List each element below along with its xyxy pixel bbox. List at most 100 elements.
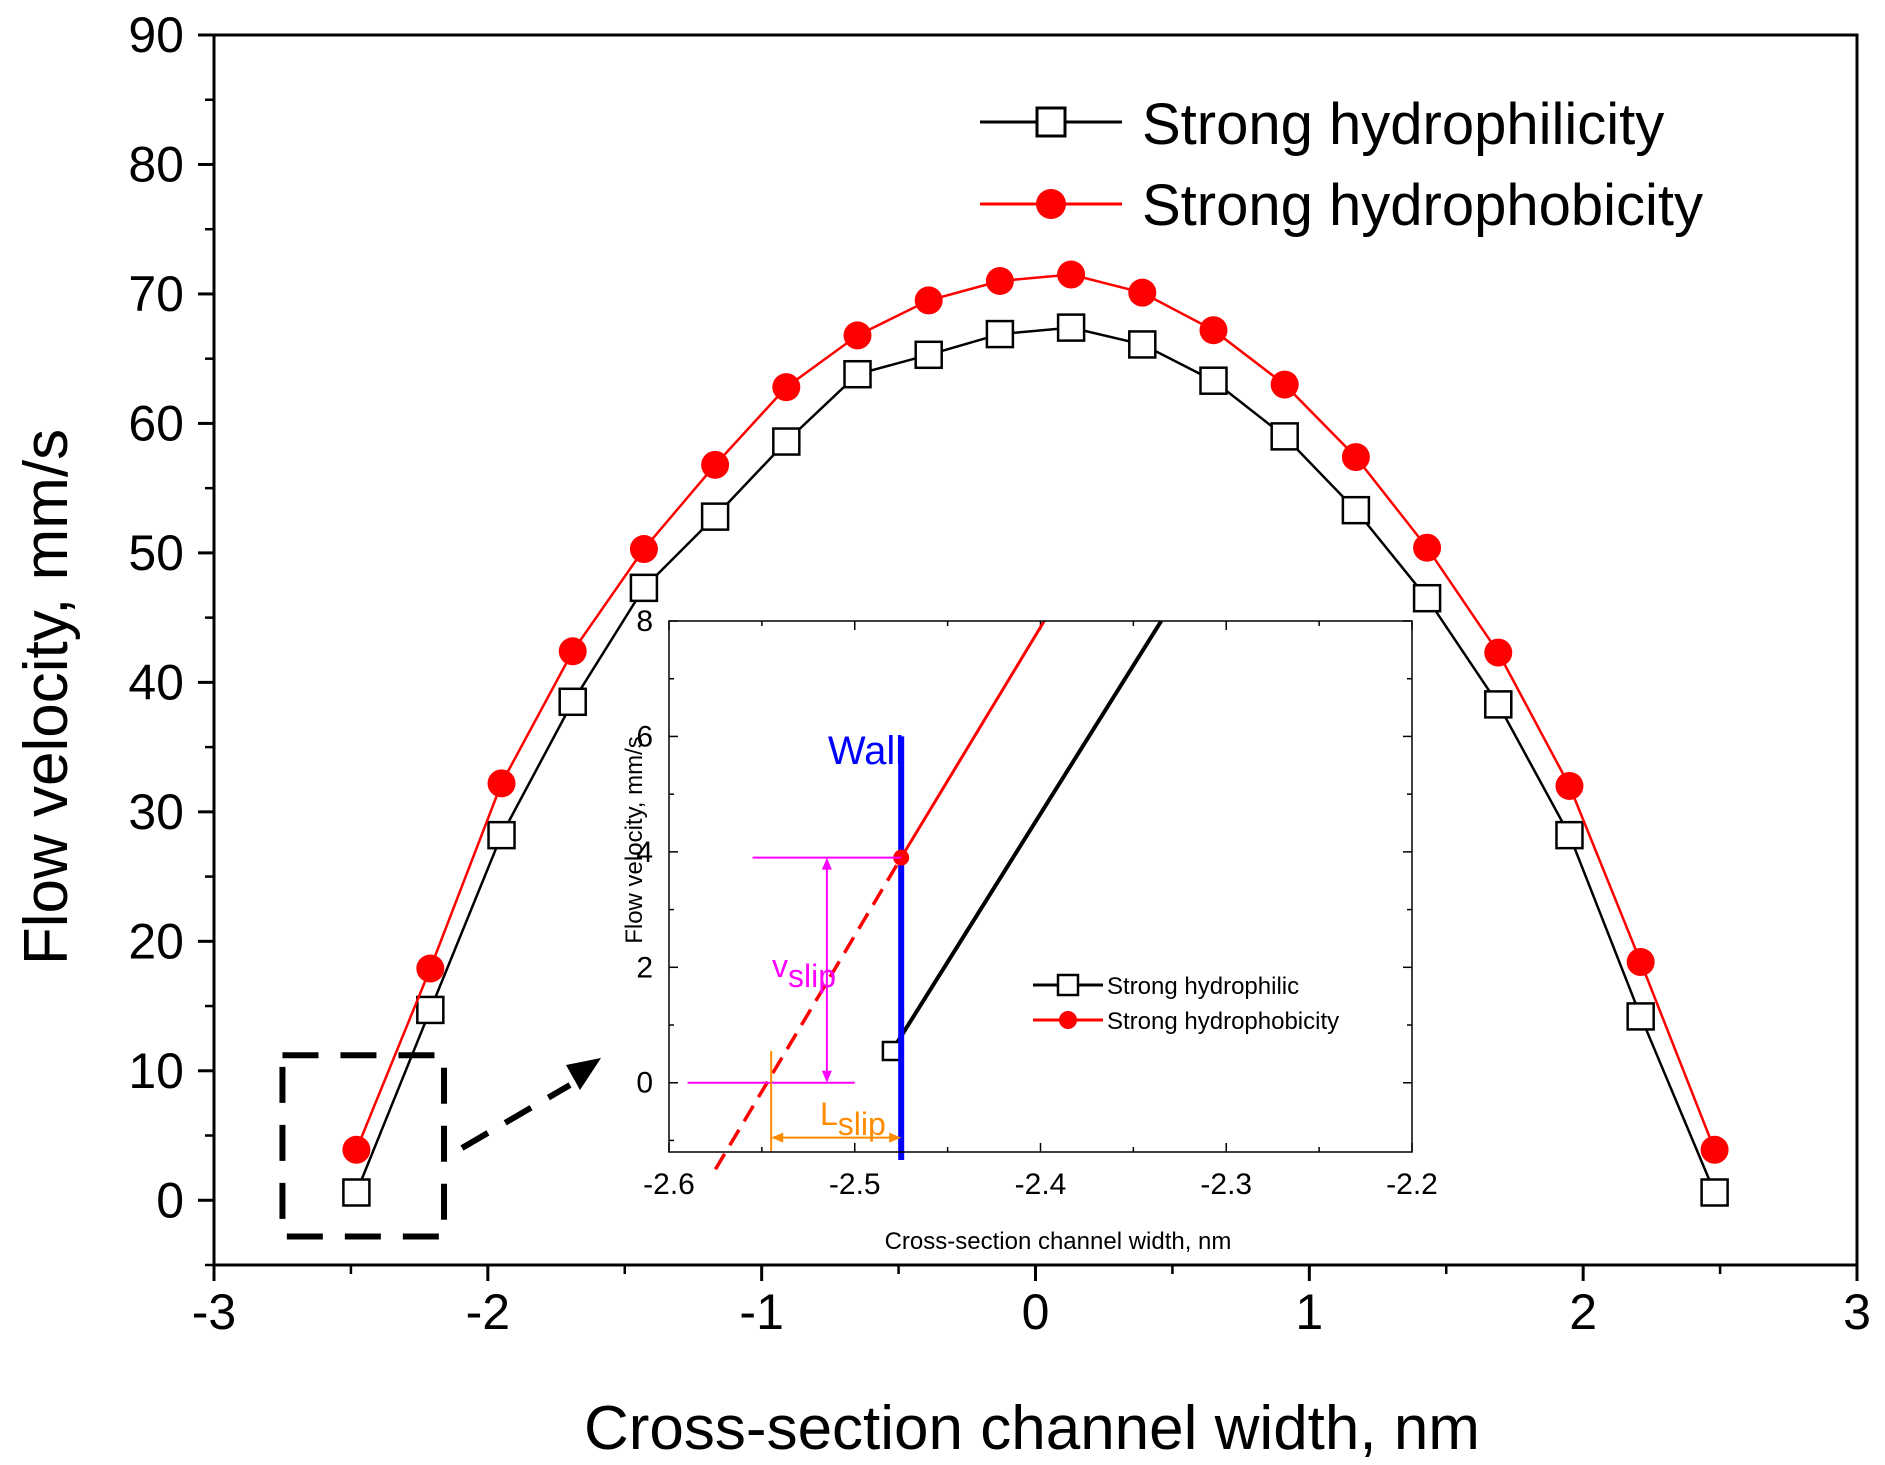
- data-point-hydrophobicity: [342, 1135, 371, 1164]
- main-x-tick-label: 2: [1569, 1284, 1597, 1340]
- main-y-tick-label: 0: [156, 1172, 184, 1228]
- data-point-hydrophilicity: [342, 1178, 371, 1207]
- main-y-tick-label: 60: [128, 395, 184, 451]
- inset-y-tick-label: 2: [636, 951, 653, 984]
- zoom-arrow-line: [460, 1082, 572, 1151]
- data-point-hydrophobicity: [701, 450, 730, 479]
- data-point-hydrophobicity: [1270, 370, 1299, 399]
- data-point-hydrophobicity: [914, 286, 943, 315]
- data-point-hydrophilicity: [1555, 820, 1584, 850]
- main-x-tick-label: -3: [192, 1284, 236, 1340]
- inset-y-tick-label: 8: [636, 605, 653, 638]
- data-point-hydrophobicity: [1555, 771, 1584, 800]
- data-point-hydrophilicity: [558, 687, 587, 717]
- inset-legend-marker-hydrophobicity: [1059, 1011, 1077, 1029]
- wall-label: Wall: [828, 729, 904, 773]
- inset-y-axis-label: Flow velocity, mm/s: [621, 736, 648, 944]
- data-point-hydrophobicity: [1057, 260, 1086, 289]
- inset-plot-frame: [668, 620, 1413, 1153]
- main-y-tick-label: 10: [128, 1043, 184, 1099]
- main-y-tick-label: 50: [128, 525, 184, 581]
- main-y-tick-label: 70: [128, 266, 184, 322]
- data-point-hydrophilicity: [843, 359, 872, 389]
- vslip-arrow-head-bottom: [821, 1070, 832, 1083]
- data-point-hydrophobicity: [1626, 948, 1655, 977]
- data-point-hydrophilicity: [629, 573, 659, 603]
- inset-extrapolated-line: [713, 856, 903, 1171]
- data-point-hydrophilicity: [1484, 690, 1513, 719]
- data-point-hydrophobicity: [1199, 316, 1228, 345]
- lslip-label-sub: slip: [838, 1106, 886, 1142]
- inset-y-tick-label: 6: [636, 720, 653, 753]
- inset-x-tick-label: -2.5: [829, 1168, 881, 1201]
- main-legend: Strong hydrophilicity Strong hydrophobic…: [980, 92, 1703, 238]
- vslip-arrow-head-top: [821, 857, 832, 870]
- data-point-hydrophilicity: [1341, 495, 1371, 525]
- main-x-tick-label: -2: [466, 1284, 510, 1340]
- inset-x-tick-label: -2.4: [1015, 1168, 1067, 1201]
- data-point-hydrophilicity: [1056, 313, 1086, 342]
- legend-label-hydrophilicity: Strong hydrophilicity: [1142, 92, 1664, 157]
- inset-axes: -2.6 -2.5 -2.4 -2.3 -2.2 0 2 4 6 8: [636, 605, 1438, 1201]
- data-point-hydrophobicity: [1484, 638, 1513, 667]
- main-x-tick-label: 3: [1843, 1284, 1871, 1340]
- data-point-hydrophilicity: [985, 319, 1015, 349]
- inset-hydrophilic-line: [890, 619, 1163, 1053]
- inset-x-tick-label: -2.3: [1200, 1168, 1252, 1201]
- main-series: [342, 260, 1729, 1207]
- data-point-hydrophilicity: [1700, 1178, 1729, 1207]
- data-point-hydrophilicity: [1199, 366, 1228, 395]
- series-line-1: [355, 273, 1716, 1151]
- zoom-region-box: [279, 1052, 448, 1240]
- inset-legend: Strong hydrophilic Strong hydrophobicity: [1033, 973, 1339, 1035]
- data-point-hydrophilicity: [487, 820, 516, 850]
- inset-chart: -2.6 -2.5 -2.4 -2.3 -2.2 0 2 4 6 8 Cross-section …: [621, 605, 1438, 1255]
- data-point-hydrophobicity: [1413, 533, 1442, 562]
- data-point-hydrophilicity: [1412, 583, 1442, 613]
- data-point-hydrophobicity: [416, 954, 445, 983]
- data-point-hydrophobicity: [558, 637, 587, 666]
- inset-legend-marker-hydrophilic: [1056, 973, 1080, 997]
- lslip-arrow-head-right: [889, 1132, 902, 1143]
- data-point-hydrophilicity: [700, 502, 730, 531]
- data-point-hydrophobicity: [1128, 278, 1157, 307]
- inset-legend-label-hydrophilic: Strong hydrophilic: [1107, 973, 1299, 1000]
- data-point-hydrophilicity: [1128, 330, 1157, 359]
- main-x-tick-label: 0: [1022, 1284, 1050, 1340]
- lslip-label: Lslip: [820, 1096, 886, 1142]
- main-x-tick-label: 1: [1295, 1284, 1323, 1340]
- data-point-hydrophilicity: [1626, 1002, 1655, 1031]
- main-y-tick-label: 90: [128, 7, 184, 63]
- legend-label-hydrophobicity: Strong hydrophobicity: [1142, 173, 1703, 238]
- data-point-hydrophilicity: [1270, 422, 1299, 451]
- inset-y-tick-label: 0: [636, 1067, 653, 1100]
- data-point-hydrophobicity: [1341, 443, 1370, 472]
- inset-legend-label-hydrophobicity: Strong hydrophobicity: [1107, 1008, 1339, 1035]
- lslip-arrow-head-left: [771, 1132, 784, 1143]
- main-x-tick-label: -1: [739, 1284, 783, 1340]
- data-point-hydrophobicity: [772, 373, 801, 402]
- inset-background: [669, 621, 1412, 1152]
- vslip-label-sub: slip: [788, 958, 836, 994]
- legend-marker-hydrophilicity: [1035, 106, 1067, 138]
- main-y-tick-label: 80: [128, 136, 184, 192]
- data-point-hydrophilicity: [772, 427, 801, 456]
- zoom-arrow-head: [566, 1058, 601, 1090]
- data-point-hydrophilicity: [416, 995, 445, 1025]
- vslip-label-main: v: [772, 948, 788, 984]
- data-point-hydrophobicity: [1700, 1135, 1729, 1164]
- data-point-hydrophilicity: [914, 340, 943, 370]
- main-y-axis-label: Flow velocity, mm/s: [12, 429, 81, 965]
- vslip-label: vslip: [772, 948, 836, 994]
- data-point-hydrophobicity: [629, 535, 658, 564]
- main-y-tick-label: 20: [128, 913, 184, 969]
- inset-x-tick-label: -2.6: [643, 1168, 695, 1201]
- inset-y-tick-label: 4: [636, 836, 653, 869]
- series-line-0: [355, 326, 1716, 1193]
- inset-series: [668, 619, 1413, 1171]
- main-x-axis-label: Cross-section channel width, nm: [584, 1394, 1480, 1463]
- data-point-hydrophobicity: [843, 321, 872, 350]
- inset-hydrophobicity-line: [899, 620, 1046, 859]
